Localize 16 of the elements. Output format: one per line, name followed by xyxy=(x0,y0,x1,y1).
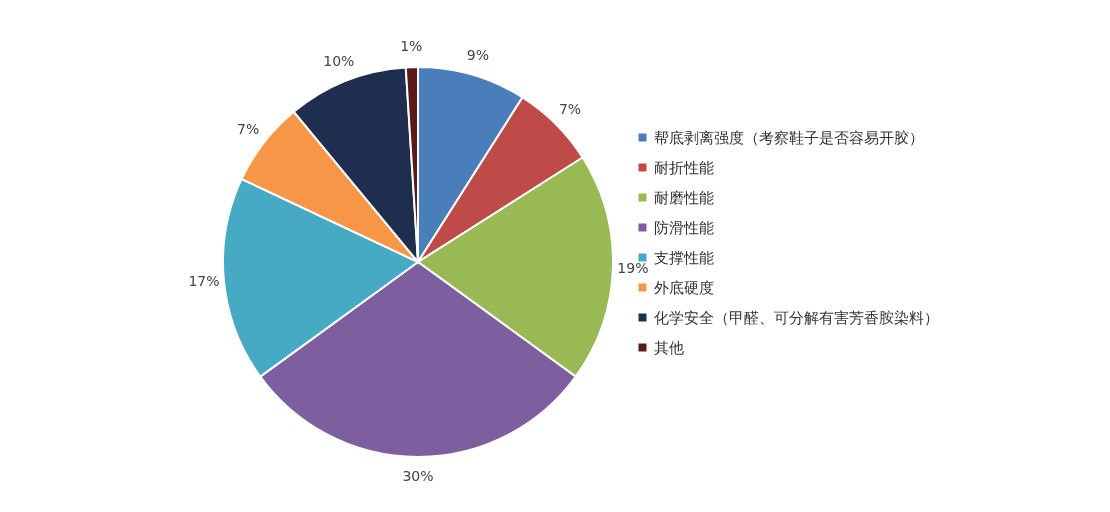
legend-label: 外底硬度 xyxy=(654,278,714,297)
data-label: 7% xyxy=(558,100,582,117)
legend-label: 帮底剥离强度（考察鞋子是否容易开胶） xyxy=(654,128,924,147)
legend-label: 耐磨性能 xyxy=(654,188,714,207)
data-label: 19% xyxy=(617,259,649,276)
data-label: 9% xyxy=(466,46,490,63)
data-label: 1% xyxy=(400,38,423,55)
data-label: 30% xyxy=(402,468,434,484)
legend-label: 支撑性能 xyxy=(654,248,714,267)
legend-label: 耐折性能 xyxy=(654,158,714,177)
data-label: 17% xyxy=(188,273,220,290)
legend-label: 防滑性能 xyxy=(654,218,714,237)
data-label: 10% xyxy=(323,53,355,70)
data-label: 7% xyxy=(237,121,260,138)
legend-label: 其他 xyxy=(654,338,684,357)
legend-label: 化学安全（甲醛、可分解有害芳香胺染料） xyxy=(654,308,939,327)
